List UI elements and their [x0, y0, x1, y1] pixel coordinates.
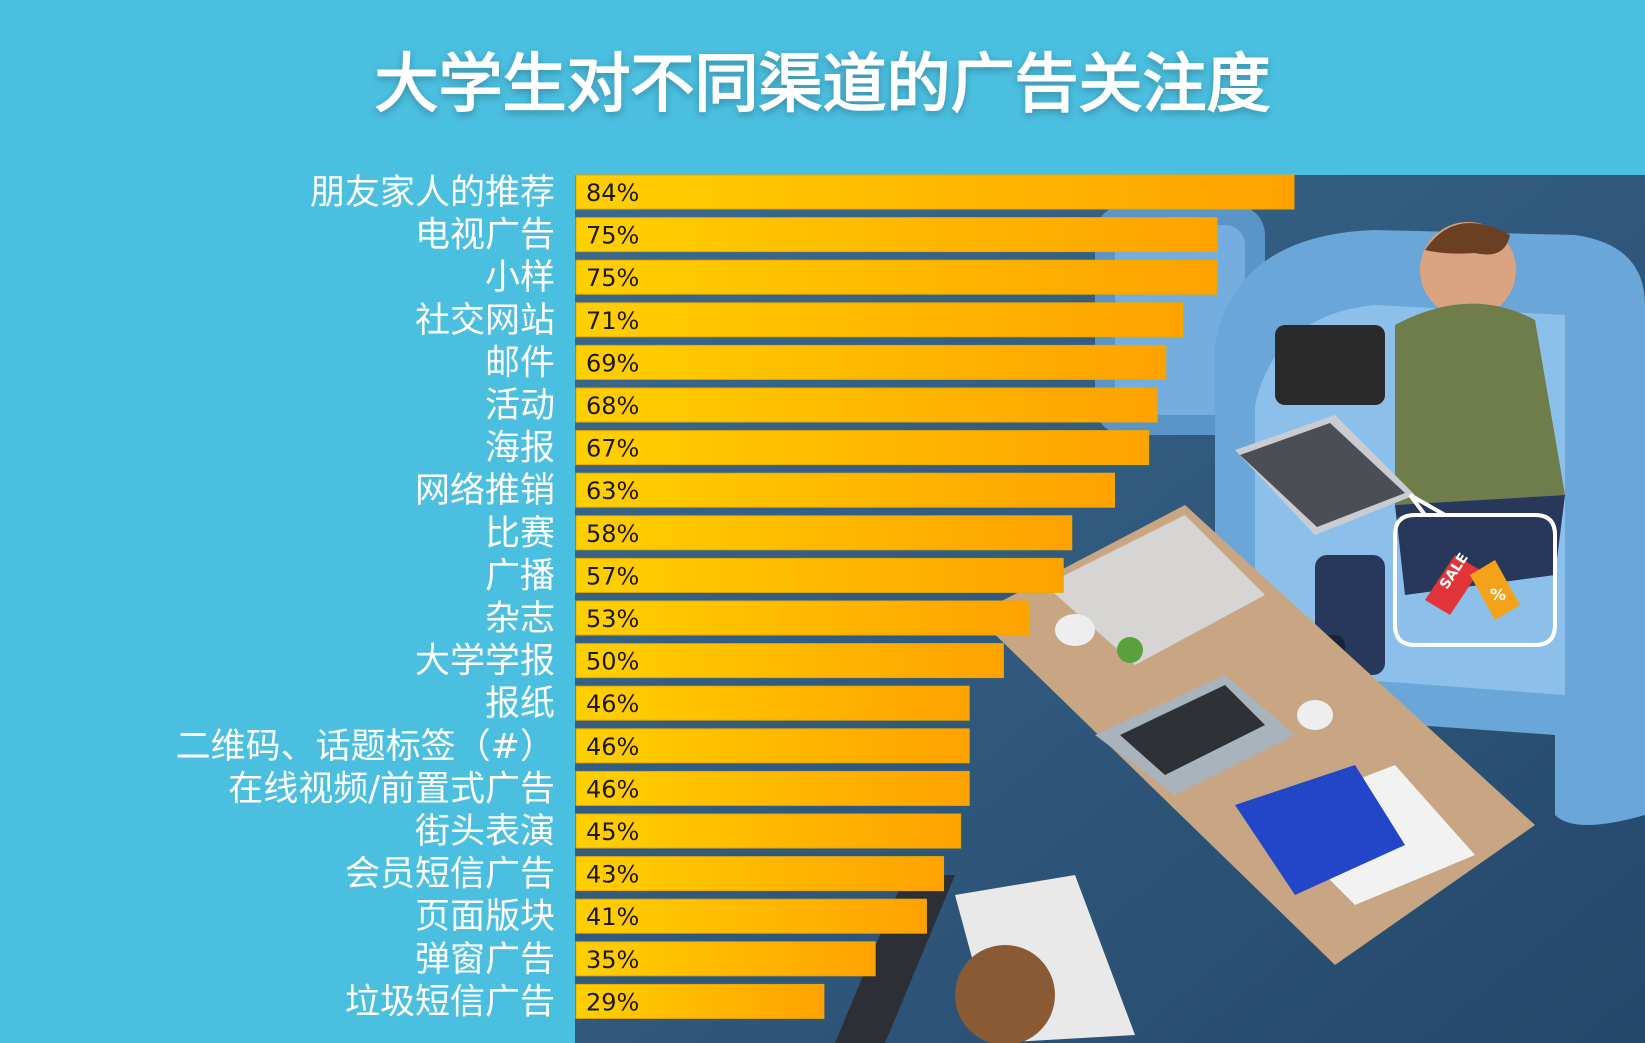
bar-value-label: 46% [586, 690, 639, 718]
percent-tag-icon: % [1470, 560, 1520, 620]
bar-value-label: 43% [586, 861, 639, 889]
bar [575, 472, 1115, 508]
bar-value-label: 75% [586, 222, 639, 250]
category-label: 社交网站 [415, 301, 555, 341]
category-label: 弹窗广告 [415, 940, 555, 980]
bar [575, 770, 970, 806]
bar [575, 898, 927, 934]
category-label: 小样 [485, 258, 555, 298]
category-label: 电视广告 [415, 216, 555, 256]
bar-value-label: 84% [586, 179, 639, 207]
bar [575, 983, 825, 1019]
category-label: 页面版块 [415, 897, 555, 937]
bar [575, 515, 1073, 551]
coffee-cup-icon [1055, 614, 1333, 730]
speech-bubble-icon: SALE % [1393, 493, 1557, 647]
bars-group: 84% 朋友家人的推荐 75% 电视广告 75% 小样 71% 社交网站 69% 邮件 68% 活动 6… [176, 173, 1295, 1022]
category-label: 在线视频/前置式广告 [228, 769, 555, 809]
bar-value-label: 71% [586, 307, 639, 335]
bar [575, 344, 1167, 380]
bar [575, 217, 1218, 253]
category-label: 网络推销 [415, 471, 555, 511]
bar [575, 600, 1030, 636]
chart-title: 大学生对不同渠道的广告关注度 [374, 48, 1271, 122]
bar [575, 259, 1218, 295]
category-label: 活动 [485, 386, 555, 426]
bar-value-label: 69% [586, 349, 639, 377]
bar-value-label: 35% [586, 946, 639, 974]
category-label: 垃圾短信广告 [345, 982, 555, 1022]
category-label: 二维码、话题标签（#） [176, 727, 555, 767]
bar-value-label: 68% [586, 392, 639, 420]
bar-value-label: 58% [586, 520, 639, 548]
bar-value-label: 75% [586, 264, 639, 292]
category-label: 会员短信广告 [345, 855, 555, 895]
bar [575, 302, 1184, 338]
bar [575, 813, 962, 849]
category-label: 邮件 [485, 343, 555, 383]
category-label: 街头表演 [415, 812, 555, 852]
bar-value-label: 57% [586, 562, 639, 590]
category-label: 大学学报 [415, 642, 555, 682]
bar [575, 387, 1158, 423]
bar-value-label: 29% [586, 988, 639, 1016]
category-label: 海报 [485, 429, 555, 469]
bar [575, 856, 945, 892]
bar [575, 174, 1295, 210]
category-label: 报纸 [485, 684, 555, 724]
bar [575, 728, 970, 764]
coffee-table-icon [975, 505, 1535, 965]
category-label: 广播 [485, 556, 555, 596]
bar-value-label: 67% [586, 435, 639, 463]
bar-value-label: 41% [586, 903, 639, 931]
category-label: 比赛 [485, 514, 555, 554]
bar-value-label: 45% [586, 818, 639, 846]
bar [575, 430, 1150, 466]
category-label: 朋友家人的推荐 [310, 173, 555, 213]
bar-value-label: 46% [586, 775, 639, 803]
bar-value-label: 53% [586, 605, 639, 633]
percent-tag-text: % [1490, 585, 1506, 604]
bar-value-label: 63% [586, 477, 639, 505]
bar [575, 557, 1064, 593]
bar [575, 685, 970, 721]
bar [575, 643, 1004, 679]
category-label: 杂志 [485, 599, 555, 639]
bar-value-label: 46% [586, 733, 639, 761]
bar [575, 941, 876, 977]
bar-value-label: 50% [586, 648, 639, 676]
